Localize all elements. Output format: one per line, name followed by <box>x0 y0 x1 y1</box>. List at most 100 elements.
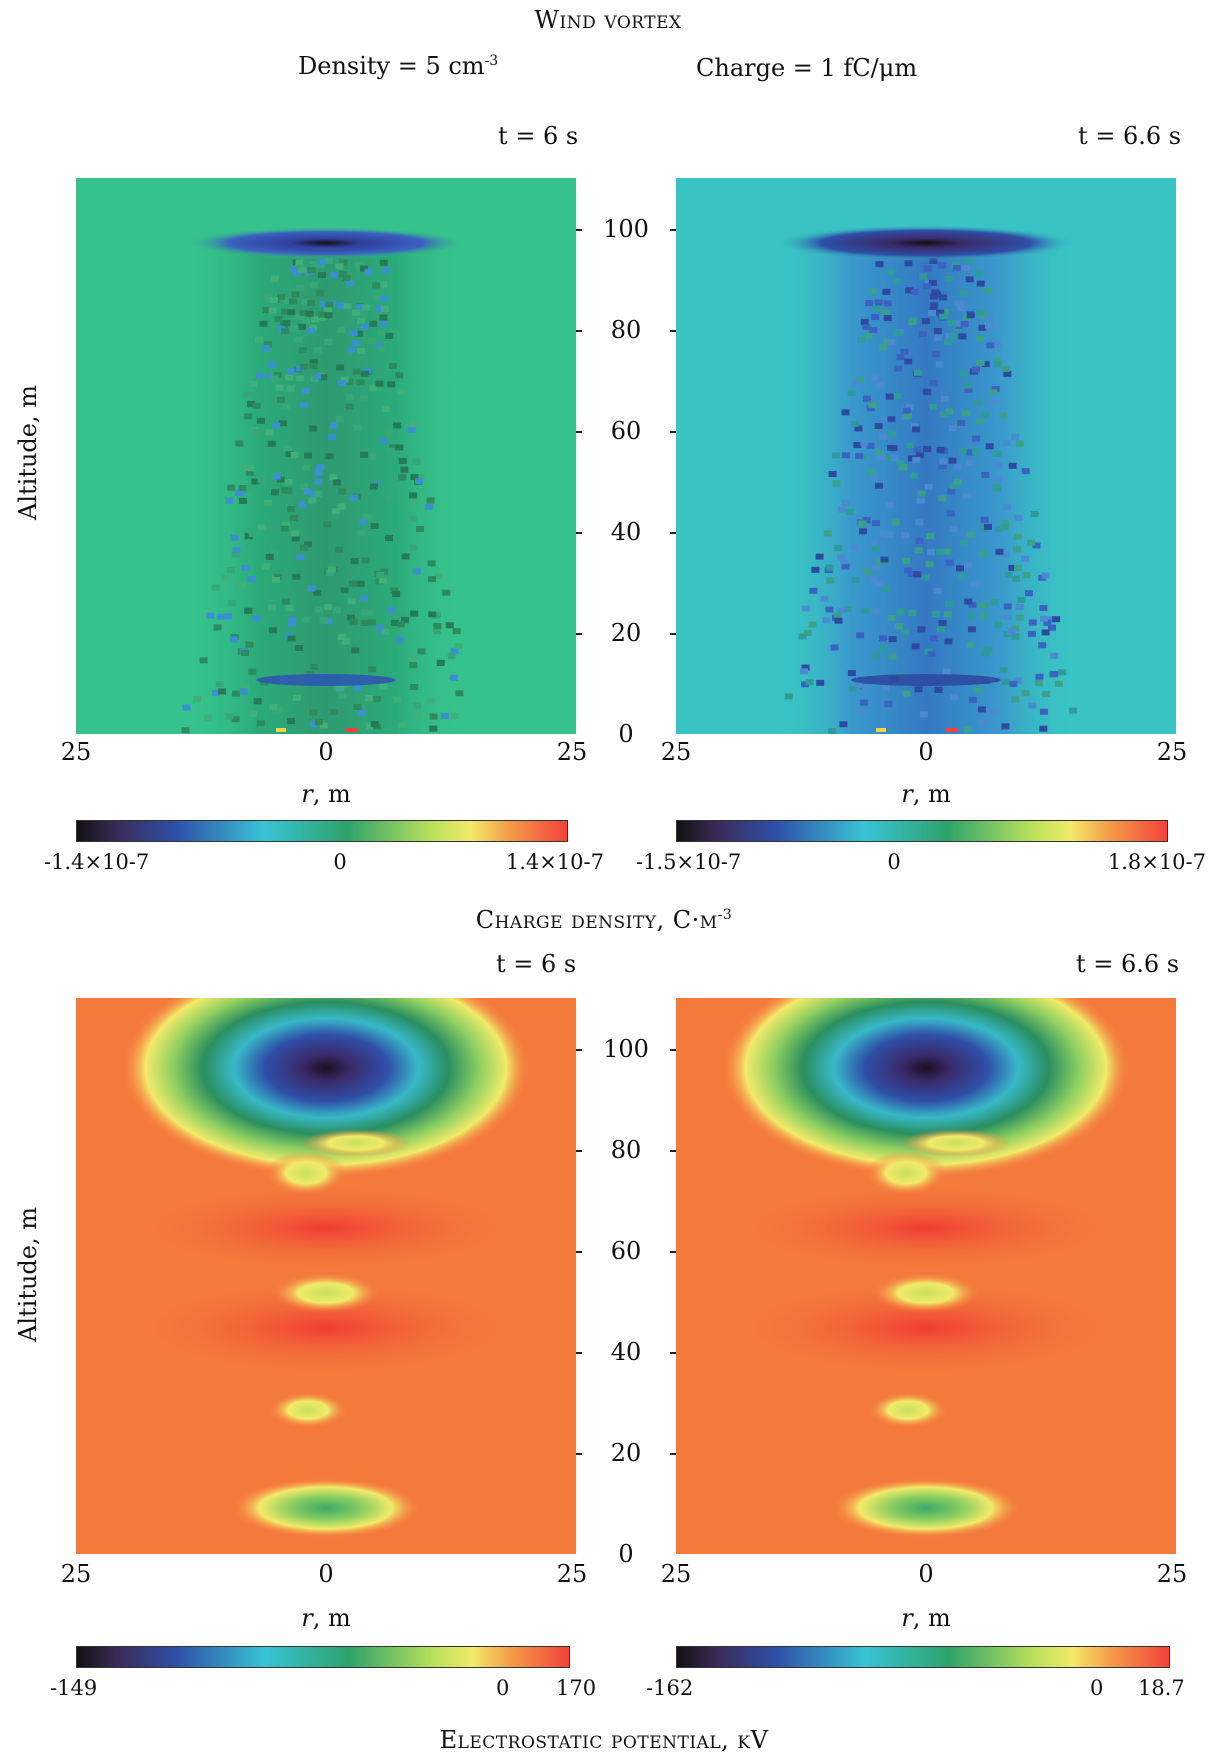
noise-speck <box>368 337 377 344</box>
noise-speck <box>228 600 236 607</box>
noise-speck <box>871 545 880 552</box>
noise-speck <box>345 403 354 410</box>
noise-speck <box>972 366 981 373</box>
noise-speck <box>993 357 1002 364</box>
noise-speck <box>885 531 894 538</box>
xtick-left: 25 <box>660 1560 692 1588</box>
noise-speck <box>433 628 441 634</box>
noise-speck <box>854 682 863 689</box>
noise-speck <box>1052 616 1061 623</box>
noise-speck <box>295 259 304 266</box>
time-label-bottom-left: t = 6 s <box>496 950 577 978</box>
noise-speck <box>386 447 395 454</box>
noise-speck <box>882 585 890 592</box>
noise-speck <box>991 386 1000 392</box>
noise-speck <box>1050 652 1059 659</box>
noise-speck <box>324 339 333 345</box>
noise-speck <box>887 339 896 346</box>
noise-speck <box>905 404 914 411</box>
noise-speck <box>294 336 302 343</box>
noise-speck <box>359 395 368 402</box>
noise-speck <box>1050 671 1059 677</box>
colorbar-mid: 0 <box>333 850 347 874</box>
noise-speck <box>1015 614 1024 621</box>
noise-speck <box>265 553 274 560</box>
noise-speck <box>878 635 887 642</box>
noise-speck <box>346 614 355 621</box>
colorbar-min: -149 <box>50 1676 98 1700</box>
noise-speck <box>336 364 345 371</box>
noise-speck <box>367 619 376 626</box>
noise-speck <box>879 645 888 652</box>
noise-speck <box>302 464 311 471</box>
vortex-minimum <box>121 998 531 1178</box>
noise-speck <box>426 497 435 504</box>
colorbar-min: -1.5×10-7 <box>636 850 742 874</box>
noise-speck <box>213 624 222 631</box>
noise-speck <box>902 407 911 414</box>
noise-speck <box>887 416 896 423</box>
noise-speck <box>973 270 982 277</box>
noise-speck <box>307 300 316 306</box>
noise-speck <box>895 460 904 467</box>
noise-speck <box>1069 707 1078 714</box>
noise-speck <box>847 389 856 396</box>
noise-speck <box>882 288 891 295</box>
noise-speck <box>913 446 922 453</box>
noise-speck <box>869 327 878 334</box>
noise-speck <box>364 268 373 275</box>
noise-speck <box>241 650 249 656</box>
noise-speck <box>270 275 279 282</box>
heatmap-charge-t66 <box>676 178 1176 734</box>
noise-speck <box>302 319 311 326</box>
noise-speck <box>871 314 880 320</box>
ytick-mark <box>670 1250 676 1253</box>
noise-speck <box>1039 725 1048 732</box>
heatmap-charge-t66-svg <box>676 178 1176 734</box>
noise-speck <box>854 425 863 432</box>
heatmap-potential-t66-svg <box>676 998 1176 1554</box>
noise-speck <box>450 647 459 654</box>
noise-speck <box>893 392 902 399</box>
noise-speck <box>290 530 299 537</box>
noise-speck <box>287 506 296 512</box>
noise-speck <box>261 563 270 570</box>
noise-speck <box>892 278 901 285</box>
noise-speck <box>310 721 318 728</box>
colorbar-mid: 0 <box>887 850 901 874</box>
noise-speck <box>888 653 897 660</box>
noise-speck <box>832 480 841 487</box>
charge-label: Charge = 1 fC/μm <box>696 54 918 82</box>
noise-speck <box>1030 511 1039 517</box>
noise-speck <box>286 368 295 375</box>
noise-speck <box>287 718 295 725</box>
noise-speck <box>357 530 366 537</box>
noise-speck <box>850 420 859 427</box>
noise-speck <box>872 652 881 659</box>
noise-speck <box>839 721 848 728</box>
noise-speck <box>272 473 281 480</box>
xtick-center: 0 <box>318 738 334 766</box>
noise-speck <box>967 612 976 619</box>
noise-speck <box>225 497 234 504</box>
noise-speck <box>415 478 424 485</box>
noise-speck <box>976 359 985 366</box>
noise-speck <box>259 320 268 327</box>
noise-speck <box>229 636 238 643</box>
noise-speck <box>305 310 314 317</box>
noise-speck <box>964 386 973 393</box>
noise-speck <box>984 646 993 653</box>
noise-speck <box>935 548 944 555</box>
noise-speck <box>939 458 948 465</box>
noise-speck <box>360 370 369 377</box>
noise-speck <box>1015 440 1024 447</box>
noise-speck <box>978 718 987 725</box>
noise-speck <box>272 577 280 583</box>
noise-speck <box>400 454 409 460</box>
noise-speck <box>886 269 895 276</box>
time-label-bottom-right: t = 6.6 s <box>1076 950 1180 978</box>
noise-speck <box>1000 520 1009 527</box>
noise-speck <box>289 298 297 305</box>
local-low <box>901 1129 1011 1157</box>
noise-speck <box>315 606 324 613</box>
